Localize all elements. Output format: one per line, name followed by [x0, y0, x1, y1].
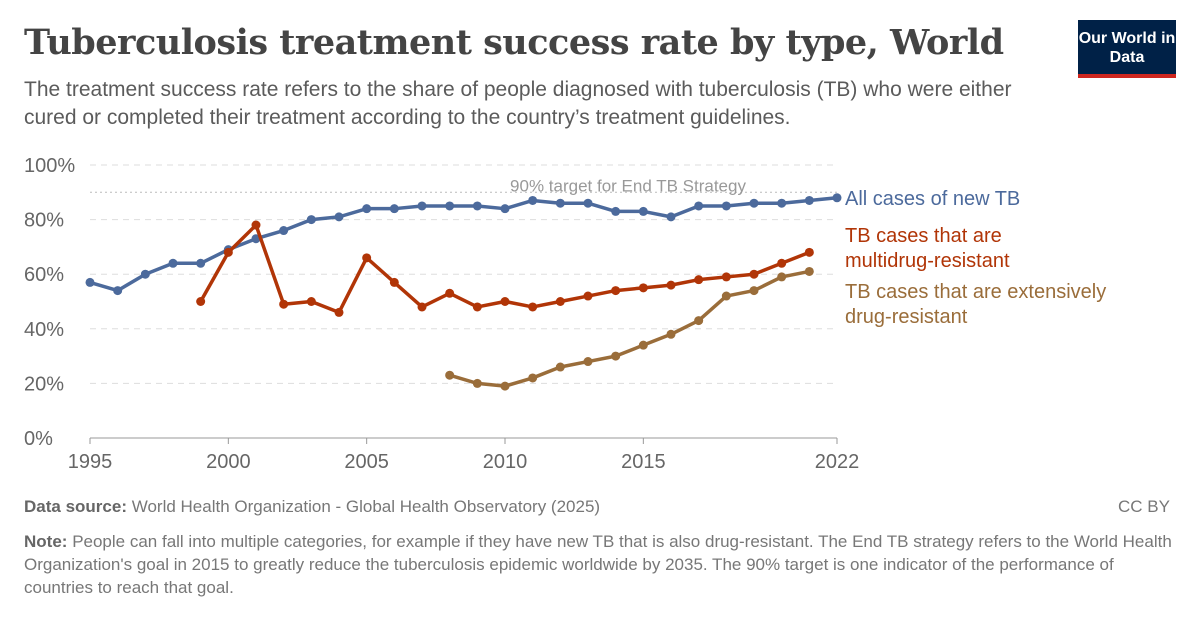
x-tick-label: 2015 [621, 451, 666, 473]
data-point [638, 340, 648, 350]
data-point [666, 280, 676, 290]
data-point [445, 370, 455, 380]
data-point [583, 291, 593, 301]
target-label: 90% target for End TB Strategy [510, 176, 746, 195]
data-point [223, 247, 233, 257]
x-tick-label: 2005 [344, 451, 389, 473]
x-tick-label: 2022 [815, 451, 860, 473]
data-point [777, 258, 787, 268]
series-line [89, 196, 838, 293]
owid-logo[interactable]: Our World in Data [1078, 20, 1176, 78]
data-point [638, 206, 648, 216]
data-point [528, 373, 538, 383]
data-point [611, 351, 621, 361]
y-tick-label: 100% [24, 155, 75, 177]
data-point [583, 357, 593, 367]
data-point [417, 201, 427, 211]
data-point [638, 283, 648, 293]
y-tick-label: 60% [24, 264, 64, 286]
data-point [140, 269, 150, 279]
data-point [500, 204, 510, 214]
x-tick-label: 1995 [68, 451, 113, 473]
data-point [749, 198, 759, 208]
data-point [500, 381, 510, 391]
chart-subtitle: The treatment success rate refers to the… [24, 78, 1012, 129]
data-point [334, 212, 344, 222]
data-point [334, 307, 344, 317]
data-point [196, 258, 206, 268]
data-point [666, 212, 676, 222]
data-point [694, 275, 704, 285]
data-point [777, 198, 787, 208]
data-point [555, 362, 565, 372]
y-tick-label: 80% [24, 210, 64, 232]
data-point [694, 316, 704, 326]
data-point [721, 272, 731, 282]
data-point [279, 299, 289, 309]
data-point [500, 297, 510, 306]
data-point [777, 272, 787, 282]
data-point [804, 247, 814, 257]
license[interactable]: CC BY [1118, 497, 1170, 516]
data-point [472, 378, 482, 388]
legend-label: TB cases that are [845, 225, 1002, 247]
data-point [694, 201, 704, 211]
data-point [555, 198, 565, 208]
data-point [804, 266, 814, 276]
x-tick-label: 2000 [206, 451, 251, 473]
y-tick-label: 0% [24, 428, 53, 450]
chart-note: Note: People can fall into multiple cate… [24, 532, 1172, 597]
data-point [666, 329, 676, 339]
data-point [528, 195, 538, 205]
x-tick-label: 2010 [483, 451, 528, 473]
data-point [306, 215, 316, 225]
legend-label: drug-resistant [845, 306, 968, 328]
data-point [85, 277, 95, 287]
data-point [528, 302, 538, 312]
y-tick-label: 40% [24, 319, 64, 341]
data-point [168, 258, 178, 268]
data-point [583, 198, 593, 208]
data-point [721, 291, 731, 301]
data-point [721, 201, 731, 211]
legend-label: All cases of new TB [845, 188, 1020, 210]
data-point [389, 204, 399, 214]
data-point [611, 286, 621, 296]
data-point [445, 288, 455, 298]
data-point [555, 297, 565, 306]
data-point [417, 302, 427, 312]
data-point [251, 220, 261, 230]
data-point [306, 297, 316, 306]
y-tick-label: 20% [24, 373, 64, 395]
data-point [804, 195, 814, 205]
data-point [749, 269, 759, 279]
data-source: Data source: World Health Organization -… [24, 497, 601, 516]
series-line [449, 269, 810, 388]
data-point [749, 286, 759, 296]
data-point [113, 286, 123, 296]
data-point [362, 253, 372, 263]
data-point [362, 204, 372, 214]
data-point [445, 201, 455, 211]
chart-title: Tuberculosis treatment success rate by t… [24, 22, 1004, 63]
data-point [472, 302, 482, 312]
legend-label: multidrug-resistant [845, 250, 1010, 272]
data-point [611, 206, 621, 216]
data-point [389, 277, 399, 287]
data-point [279, 226, 289, 236]
data-point [832, 193, 842, 203]
legend-label: TB cases that are extensively [845, 281, 1106, 303]
data-point [196, 297, 206, 306]
data-point [472, 201, 482, 211]
